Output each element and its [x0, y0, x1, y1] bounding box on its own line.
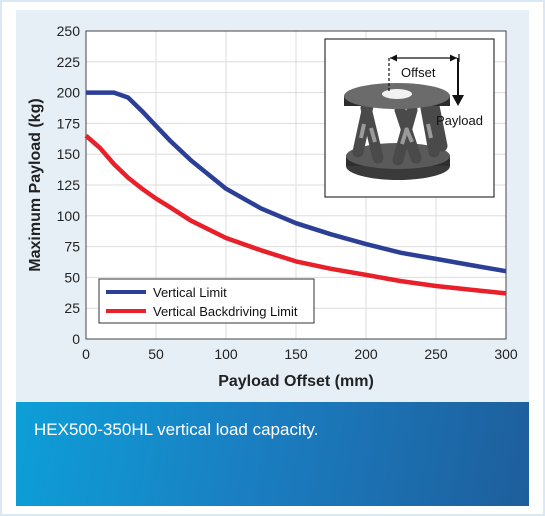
figure-caption: HEX500-350HL vertical load capacity.: [34, 420, 319, 439]
x-tick-label-4: 200: [354, 346, 378, 362]
offset-label: Offset: [401, 65, 436, 80]
inset-illustration: Offset Payload: [324, 38, 495, 198]
y-tick-label-5: 125: [57, 177, 81, 193]
tick-labels: 0 50 100 150 200 250 300 0 25 50 75 100 125 150 175 200…: [57, 23, 518, 362]
y-tick-label-0: 0: [72, 331, 80, 347]
y-axis-title: Maximum Payload (kg): [27, 98, 44, 271]
payload-chart: 0 50 100 150 200 250 300 0 25 50 75 100 125 150 175 200…: [27, 23, 518, 390]
series-line-1: [84, 134, 507, 296]
series-layer: [84, 90, 507, 296]
y-tick-label-8: 200: [57, 85, 81, 101]
x-tick-label-2: 100: [214, 346, 238, 362]
x-tick-label-6: 300: [494, 346, 518, 362]
hexapod-photo-icon: [344, 83, 450, 180]
x-tick-label-5: 250: [424, 346, 448, 362]
caption-band: HEX500-350HL vertical load capacity.: [16, 402, 529, 506]
y-tick-label-2: 50: [64, 269, 80, 285]
legend-label-vertical-limit: Vertical Limit: [153, 285, 227, 300]
legend-label-backdriving-limit: Vertical Backdriving Limit: [153, 304, 298, 319]
y-tick-label-9: 225: [57, 54, 81, 70]
plot-border: [85, 30, 507, 340]
x-tick-label-3: 150: [284, 346, 308, 362]
legend: Vertical Limit Vertical Backdriving Limi…: [98, 278, 315, 324]
series-line-0: [86, 90, 507, 274]
legend-box: [98, 278, 315, 324]
chart-panel: 0 50 100 150 200 250 300 0 25 50 75 100 125 150 175 200…: [16, 10, 529, 402]
y-tick-label-1: 25: [64, 300, 80, 316]
y-tick-label-7: 175: [57, 115, 81, 131]
y-tick-label-6: 150: [57, 146, 81, 162]
y-tick-label-10: 250: [57, 23, 81, 39]
x-tick-label-0: 0: [82, 346, 90, 362]
payload-label: Payload: [436, 113, 483, 128]
y-tick-label-4: 100: [57, 208, 81, 224]
x-axis-title: Payload Offset (mm): [218, 373, 374, 390]
y-tick-label-3: 75: [64, 239, 80, 255]
x-tick-label-1: 50: [148, 346, 164, 362]
